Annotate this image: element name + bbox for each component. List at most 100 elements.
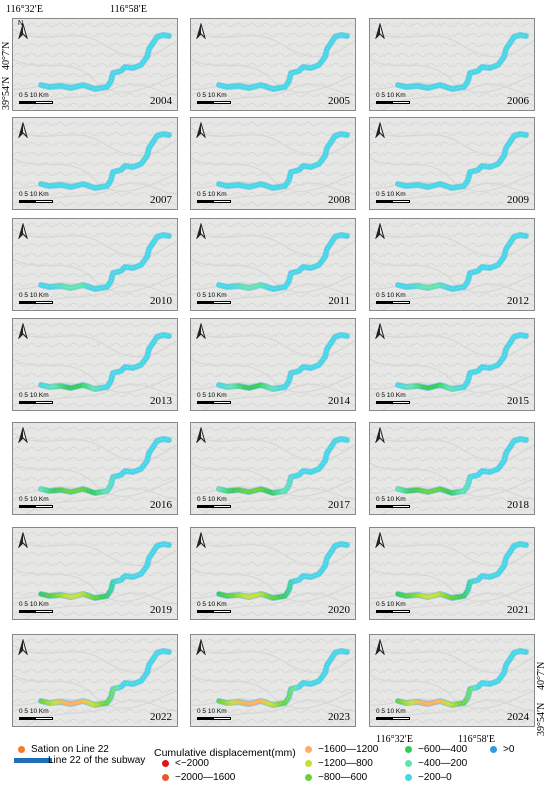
north-arrow-icon [375, 223, 385, 239]
scale-bar-label: 0 5 10 Km [19, 392, 49, 399]
scale-bar-label: 0 5 10 Km [376, 496, 406, 503]
legend-class-item: −1600—1200 [305, 744, 378, 755]
north-arrow-icon [196, 427, 206, 443]
map-canvas [191, 635, 355, 726]
legend-class-swatch [405, 746, 412, 753]
north-arrow-icon [18, 223, 28, 239]
map-canvas [370, 319, 534, 410]
bottom-longitude-label-1: 116°32′E [376, 734, 413, 745]
map-canvas [370, 528, 534, 619]
legend-class-item: −400—200 [405, 758, 467, 769]
map-panel-2005: 0 5 10 Km 2005 [190, 18, 356, 111]
legend-class-swatch [405, 760, 412, 767]
map-canvas [13, 319, 177, 410]
legend-class-label: −400—200 [418, 758, 468, 769]
legend-station-label: Sation on Line 22 [31, 744, 109, 755]
north-arrow-icon [196, 639, 206, 655]
scale-bar-label: 0 5 10 Km [19, 601, 49, 608]
map-canvas [191, 528, 355, 619]
map-panel-2009: 0 5 10 Km 2009 [369, 117, 535, 210]
map-canvas [191, 423, 355, 514]
map-panel-2020: 0 5 10 Km 2020 [190, 527, 356, 620]
north-label: N [18, 20, 24, 27]
map-panel-2008: 0 5 10 Km 2008 [190, 117, 356, 210]
legend-class-label: −2000—1600 [175, 772, 236, 783]
legend-title: Cumulative displacement(mm) [154, 747, 296, 759]
map-canvas [13, 528, 177, 619]
map-panel-2004: 0 5 10 Km 2004 N [12, 18, 178, 111]
panel-year: 2013 [150, 395, 172, 407]
scale-bar-label: 0 5 10 Km [376, 601, 406, 608]
map-panel-2019: 0 5 10 Km 2019 [12, 527, 178, 620]
north-arrow-icon [375, 23, 385, 39]
map-panel-2013: 0 5 10 Km 2013 [12, 318, 178, 411]
legend-line: Line 22 of the subway [14, 755, 145, 766]
north-arrow-icon [196, 532, 206, 548]
map-canvas [13, 635, 177, 726]
north-arrow-icon [196, 223, 206, 239]
legend-class-label: −200–0 [418, 772, 452, 783]
scale-bar-label: 0 5 10 Km [376, 392, 406, 399]
north-arrow-icon [18, 427, 28, 443]
north-arrow-icon [375, 532, 385, 548]
scale-bar-label: 0 5 10 Km [19, 496, 49, 503]
scale-bar-label: 0 5 10 Km [197, 392, 227, 399]
panel-year: 2007 [150, 194, 172, 206]
map-canvas [370, 635, 534, 726]
legend-line-label: Line 22 of the subway [48, 755, 146, 766]
legend-station: Sation on Line 22 [18, 744, 109, 755]
north-arrow-icon [18, 23, 28, 39]
map-panel-2014: 0 5 10 Km 2014 [190, 318, 356, 411]
panel-year: 2010 [150, 295, 172, 307]
north-arrow-icon [375, 639, 385, 655]
map-canvas [370, 118, 534, 209]
scale-bar-label: 0 5 10 Km [376, 292, 406, 299]
legend-class-label: −1600—1200 [318, 744, 379, 755]
map-canvas [191, 118, 355, 209]
north-arrow-icon [18, 122, 28, 138]
north-arrow-icon [375, 427, 385, 443]
panel-year: 2017 [328, 499, 350, 511]
panel-year: 2022 [150, 711, 172, 723]
panel-year: 2018 [507, 499, 529, 511]
panel-year: 2016 [150, 499, 172, 511]
map-panel-2022: 0 5 10 Km 2022 [12, 634, 178, 727]
left-latitude-label-2: 39°54′N [1, 76, 12, 110]
legend-class-item: >0 [490, 744, 514, 755]
map-canvas [191, 219, 355, 310]
map-canvas [191, 319, 355, 410]
legend-class-swatch [305, 746, 312, 753]
panel-year: 2015 [507, 395, 529, 407]
right-latitude-label-2: 39°54′N [536, 702, 547, 736]
legend-class-swatch [305, 760, 312, 767]
north-arrow-icon [375, 323, 385, 339]
map-canvas [13, 423, 177, 514]
legend-class-item: −800—600 [305, 772, 367, 783]
panel-year: 2009 [507, 194, 529, 206]
legend-class-label: −600—400 [418, 744, 468, 755]
map-canvas [191, 19, 355, 110]
scale-bar-label: 0 5 10 Km [19, 292, 49, 299]
legend: Sation on Line 22 Line 22 of the subway … [0, 742, 550, 793]
map-panel-2012: 0 5 10 Km 2012 [369, 218, 535, 311]
map-canvas [13, 219, 177, 310]
scale-bar-label: 0 5 10 Km [197, 92, 227, 99]
map-panel-2016: 0 5 10 Km 2016 [12, 422, 178, 515]
panel-year: 2020 [328, 604, 350, 616]
panel-year: 2008 [328, 194, 350, 206]
scale-bar-label: 0 5 10 Km [197, 601, 227, 608]
panel-year: 2006 [507, 95, 529, 107]
north-arrow-icon [18, 532, 28, 548]
legend-class-item: −200–0 [405, 772, 452, 783]
scale-bar-label: 0 5 10 Km [376, 708, 406, 715]
north-arrow-icon [196, 323, 206, 339]
bottom-longitude-label-2: 116°58′E [458, 734, 495, 745]
top-longitude-label-2: 116°58′E [110, 4, 147, 15]
panel-year: 2004 [150, 95, 172, 107]
map-panel-2010: 0 5 10 Km 2010 [12, 218, 178, 311]
scale-bar-label: 0 5 10 Km [376, 191, 406, 198]
panel-year: 2024 [507, 711, 529, 723]
legend-class-label: <−2000 [175, 758, 209, 769]
map-canvas [13, 118, 177, 209]
station-symbol [18, 746, 25, 753]
